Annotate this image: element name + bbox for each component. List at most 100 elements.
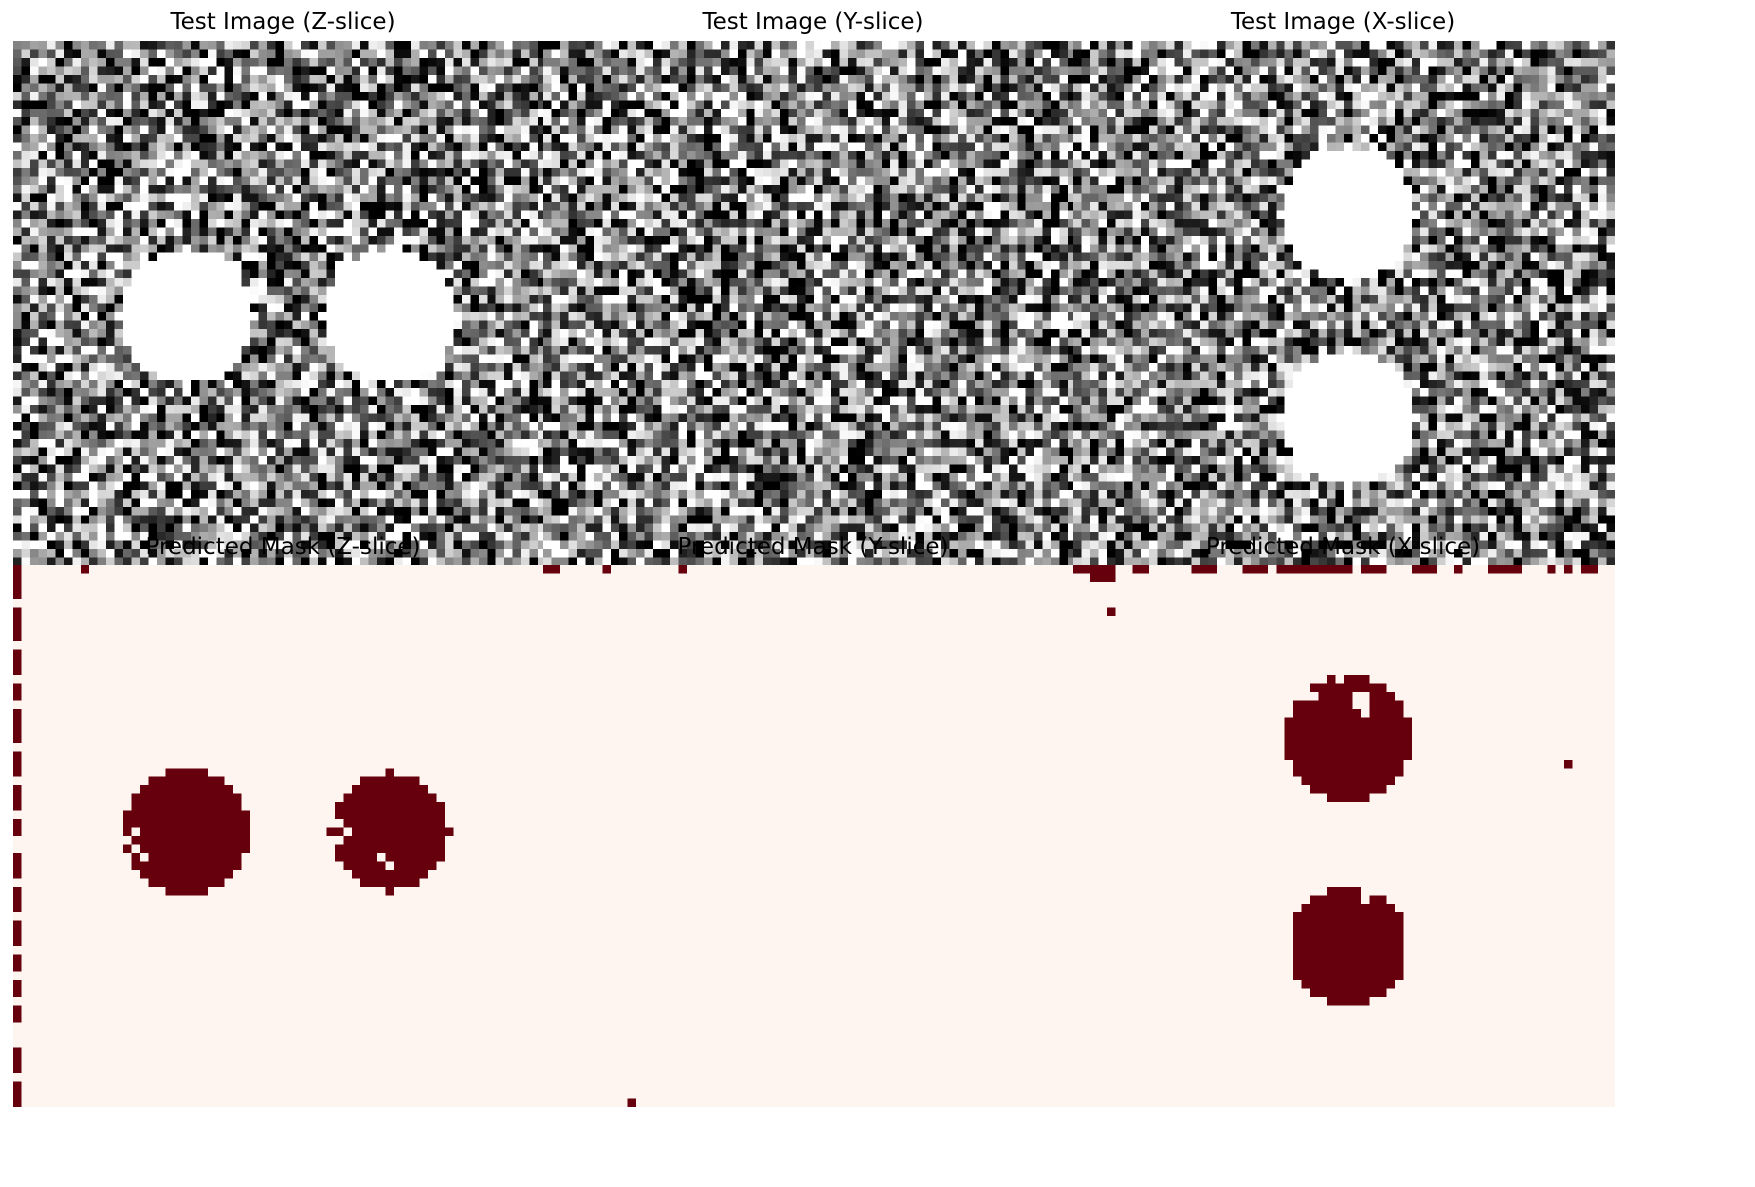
heatmap-cell bbox=[199, 498, 208, 507]
heatmap-cell bbox=[1068, 125, 1077, 135]
heatmap-cell bbox=[72, 557, 81, 567]
heatmap-cell bbox=[233, 447, 242, 456]
heatmap-cell bbox=[941, 41, 950, 50]
heatmap-cell bbox=[678, 41, 687, 50]
heatmap-cell bbox=[529, 481, 539, 490]
heatmap-cell bbox=[543, 91, 552, 101]
heatmap-cell bbox=[436, 455, 445, 465]
heatmap-cell bbox=[805, 100, 814, 109]
heatmap-cell bbox=[444, 193, 454, 202]
heatmap-cell bbox=[13, 464, 22, 473]
heatmap-cell bbox=[343, 244, 352, 253]
heatmap-cell bbox=[21, 523, 30, 533]
heatmap-cell bbox=[38, 455, 47, 465]
heatmap-cell bbox=[487, 193, 496, 202]
heatmap-cell bbox=[864, 49, 874, 58]
heatmap-cell bbox=[190, 176, 200, 185]
heatmap-cell bbox=[720, 134, 730, 143]
heatmap-cell bbox=[165, 286, 174, 296]
heatmap-cell bbox=[512, 515, 522, 524]
heatmap-cell bbox=[199, 159, 208, 169]
heatmap-cell bbox=[1042, 108, 1052, 118]
heatmap-cell bbox=[495, 422, 505, 431]
heatmap-cell bbox=[427, 345, 437, 355]
heatmap-cell bbox=[585, 41, 594, 50]
heatmap-cell bbox=[881, 91, 891, 101]
heatmap-cell bbox=[317, 396, 327, 406]
heatmap-cell bbox=[343, 354, 352, 363]
heatmap-cell bbox=[746, 142, 755, 152]
heatmap-cell bbox=[461, 57, 471, 67]
heatmap-cell bbox=[822, 117, 831, 126]
heatmap-cell bbox=[13, 396, 22, 406]
heatmap-cell bbox=[250, 49, 259, 58]
heatmap-cell bbox=[436, 320, 445, 329]
heatmap-cell bbox=[1000, 151, 1009, 160]
heatmap-cell bbox=[13, 125, 22, 135]
heatmap-cell bbox=[368, 210, 378, 219]
heatmap-cell bbox=[13, 168, 22, 177]
heatmap-cell bbox=[114, 41, 124, 50]
heatmap-cell bbox=[343, 345, 352, 355]
heatmap-cell bbox=[80, 269, 90, 279]
heatmap-cell bbox=[29, 252, 39, 262]
heatmap-cell bbox=[267, 498, 276, 507]
heatmap-cell bbox=[529, 210, 539, 219]
heatmap-cell bbox=[46, 413, 56, 423]
heatmap-cell bbox=[46, 227, 56, 236]
heatmap-cell bbox=[317, 362, 327, 372]
heatmap-cell bbox=[890, 41, 899, 50]
heatmap-cell bbox=[89, 557, 98, 567]
heatmap-cell bbox=[140, 261, 149, 270]
heatmap-cell bbox=[326, 557, 335, 567]
heatmap-cell bbox=[182, 472, 191, 482]
heatmap-cell bbox=[284, 227, 293, 236]
heatmap-cell bbox=[402, 481, 412, 490]
heatmap-cell bbox=[21, 515, 30, 524]
heatmap-cell bbox=[241, 142, 251, 152]
heatmap-cell bbox=[156, 430, 166, 440]
heatmap-cell bbox=[21, 176, 30, 185]
heatmap-cell bbox=[182, 168, 191, 177]
heatmap-cell bbox=[292, 345, 301, 355]
heatmap-cell bbox=[182, 278, 191, 287]
heatmap-cell bbox=[351, 557, 361, 567]
heatmap-cell bbox=[190, 159, 200, 169]
heatmap-cell bbox=[182, 532, 191, 541]
heatmap-cell bbox=[385, 108, 395, 118]
heatmap-cell bbox=[1051, 117, 1060, 126]
heatmap-cell bbox=[521, 227, 530, 236]
heatmap-cell bbox=[771, 142, 781, 152]
heatmap-cell bbox=[258, 151, 268, 160]
heatmap-cell bbox=[385, 464, 395, 473]
heatmap-cell bbox=[80, 286, 90, 296]
heatmap-cell bbox=[712, 91, 721, 101]
heatmap-cell bbox=[411, 430, 420, 440]
heatmap-cell bbox=[63, 413, 73, 423]
heatmap-cell bbox=[780, 100, 789, 109]
heatmap-cell bbox=[898, 151, 908, 160]
heatmap-cell bbox=[856, 142, 865, 152]
heatmap-cell bbox=[411, 498, 420, 507]
heatmap-cell bbox=[46, 134, 56, 143]
heatmap-cell bbox=[114, 371, 124, 380]
heatmap-cell bbox=[419, 142, 428, 152]
heatmap-cell bbox=[173, 142, 183, 152]
heatmap-cell bbox=[148, 303, 157, 312]
heatmap-cell bbox=[411, 57, 420, 67]
heatmap-cell bbox=[250, 439, 259, 448]
heatmap-cell bbox=[55, 371, 64, 380]
heatmap-cell bbox=[839, 49, 848, 58]
heatmap-cell bbox=[300, 328, 310, 338]
heatmap-cell bbox=[190, 49, 200, 58]
heatmap-cell bbox=[559, 117, 569, 126]
heatmap-cell bbox=[470, 244, 479, 253]
heatmap-cell bbox=[543, 108, 552, 118]
heatmap-cell bbox=[89, 422, 98, 431]
heatmap-cell bbox=[924, 66, 933, 75]
heatmap-cell bbox=[461, 557, 471, 567]
heatmap-cell bbox=[165, 371, 174, 380]
heatmap-cell bbox=[478, 168, 488, 177]
heatmap-cell bbox=[368, 168, 378, 177]
heatmap-cell bbox=[123, 83, 132, 92]
